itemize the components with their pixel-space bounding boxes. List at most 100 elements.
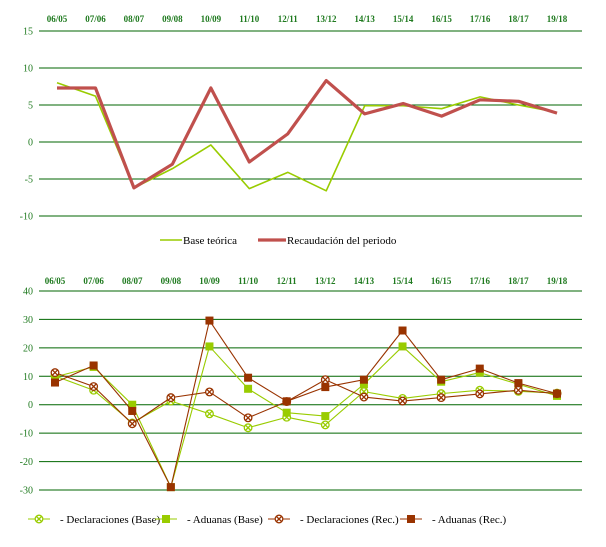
legend-item: - Declaraciones (Base) <box>28 514 161 526</box>
y-tick-label: -10 <box>20 212 33 223</box>
data-point <box>51 378 59 387</box>
y-tick-label: 10 <box>23 64 33 75</box>
data-point-cross <box>476 390 483 397</box>
data-point-cross <box>206 410 213 417</box>
data-point-cross <box>206 388 213 395</box>
data-point <box>243 413 253 423</box>
series-declaraciones-rec <box>50 368 562 429</box>
x-category-label: 14/13 <box>354 276 375 286</box>
data-point-cross <box>515 387 522 394</box>
legend-item: Recaudación del periodo <box>258 235 397 247</box>
data-point <box>398 326 407 335</box>
y-tick-label: 10 <box>23 372 33 383</box>
x-category-label: 16/15 <box>431 276 452 286</box>
data-point <box>513 385 523 395</box>
legend-label: - Declaraciones (Base) <box>60 514 161 526</box>
y-tick-label: -30 <box>20 486 33 497</box>
series-line <box>54 372 558 425</box>
y-tick-label: 40 <box>23 287 33 298</box>
x-category-label: 11/10 <box>238 276 259 286</box>
chart-2: 40 30 20 10 0 -10 -20 -30 06/05 07/06 08/07 09/08 10… <box>20 276 582 526</box>
data-point <box>359 375 368 384</box>
data-point-cross <box>399 398 406 404</box>
legend-item: - Declaraciones (Rec.) <box>268 514 399 526</box>
x-category-label: 07/06 <box>83 276 104 286</box>
legend-label: - Aduanas (Rec.) <box>432 514 507 526</box>
y-tick-label: 20 <box>23 343 33 354</box>
x-category-label: 17/16 <box>470 276 491 286</box>
y-tick-label: 0 <box>28 400 33 411</box>
x-category-label: 18/17 <box>508 276 529 286</box>
legend-marker <box>274 514 284 524</box>
data-point <box>398 396 407 406</box>
legend-label: - Aduanas (Base) <box>187 514 263 526</box>
x-category-label: 17/16 <box>470 14 491 24</box>
x-category-label: 10/09 <box>199 276 220 286</box>
data-point <box>320 420 330 430</box>
data-point-cross <box>167 394 174 401</box>
legend-marker <box>34 514 44 524</box>
data-point-cross <box>52 369 58 376</box>
data-point <box>244 384 253 393</box>
legend-label: - Declaraciones (Rec.) <box>300 514 399 526</box>
data-point-cross <box>90 383 97 390</box>
data-point-cross <box>129 420 136 427</box>
x-category-label: 16/15 <box>431 14 452 24</box>
legend-item: - Aduanas (Base) <box>155 514 263 526</box>
x-category-label: 13/12 <box>316 14 337 24</box>
data-point-cross <box>438 394 445 401</box>
y-tick-label: -10 <box>20 429 33 440</box>
x-category-label: 11/10 <box>239 14 260 24</box>
data-point <box>436 393 446 403</box>
x-category-label: 08/07 <box>124 14 145 24</box>
data-point <box>205 409 214 419</box>
x-category-label: 07/06 <box>85 14 106 24</box>
legend-item: - Aduanas (Rec.) <box>400 514 507 526</box>
x-category-label: 10/09 <box>201 14 222 24</box>
data-point <box>320 375 330 385</box>
data-point <box>205 387 214 397</box>
data-point <box>282 397 291 406</box>
legend-marker-cross <box>276 516 282 522</box>
y-tick-label: 30 <box>23 315 33 326</box>
data-point <box>359 392 369 402</box>
data-point <box>321 412 330 421</box>
data-point <box>244 373 253 382</box>
x-category-label: 06/05 <box>47 14 68 24</box>
legend-label: Recaudación del periodo <box>287 235 397 247</box>
data-point-cross <box>322 376 329 383</box>
y-tick-label: -20 <box>20 457 33 468</box>
x-category-label: 19/18 <box>547 14 568 24</box>
data-point <box>166 483 175 492</box>
series-recaudaci-n-del-periodo <box>57 78 558 190</box>
legend-label: Base teórica <box>183 235 237 247</box>
series-line <box>57 78 558 190</box>
x-category-label: 06/05 <box>45 276 66 286</box>
x-category-label: 15/14 <box>393 14 414 24</box>
x-category-label: 14/13 <box>354 14 375 24</box>
data-point <box>243 423 253 433</box>
data-point <box>553 389 561 398</box>
data-point <box>282 408 291 417</box>
data-point <box>166 393 176 403</box>
y-tick-label: -5 <box>25 175 33 186</box>
data-point <box>89 361 98 370</box>
data-point-cross <box>245 414 252 421</box>
legend-marker <box>407 515 415 523</box>
legend-item: Base teórica <box>160 235 237 247</box>
data-point <box>205 342 214 351</box>
series-aduanas-rec <box>51 316 561 492</box>
y-tick-label: 5 <box>28 101 33 112</box>
data-point <box>475 364 484 373</box>
legend-marker-cross <box>36 516 42 522</box>
legend-marker <box>162 515 170 523</box>
data-point <box>50 368 60 378</box>
x-category-label: 12/11 <box>277 276 298 286</box>
data-point <box>475 389 485 399</box>
data-point <box>321 383 330 392</box>
data-point <box>89 382 99 391</box>
series-aduanas-base <box>51 342 561 492</box>
x-category-label: 09/08 <box>161 276 182 286</box>
data-point <box>437 375 446 384</box>
